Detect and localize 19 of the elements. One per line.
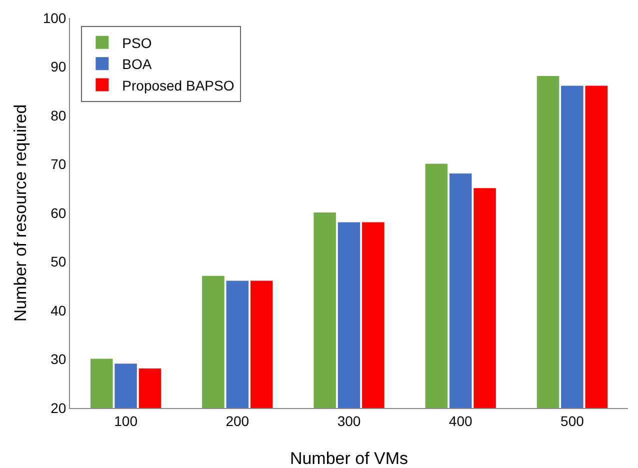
legend-label: Proposed BAPSO (122, 77, 234, 94)
y-tick-label: 50 (50, 254, 66, 270)
y-tick-label: 90 (50, 58, 66, 75)
x-tick-label: 300 (337, 412, 361, 429)
y-tick-label: 100 (42, 10, 66, 26)
y-tick-label: 80 (50, 107, 66, 124)
y-tick-label: 40 (50, 302, 66, 318)
y-axis-title: Number of resource required (11, 104, 30, 322)
y-tick-label: 30 (50, 351, 66, 368)
x-axis-title: Number of VMs (290, 449, 408, 468)
legend-label: PSO (122, 34, 152, 51)
y-tick-label: 60 (50, 204, 66, 221)
x-tick-label: 100 (114, 412, 138, 429)
x-tick-label: 500 (560, 412, 584, 429)
y-tick-label: 20 (50, 400, 66, 416)
legend-label: BOA (122, 56, 152, 72)
x-tick-label: 200 (226, 412, 250, 429)
x-tick-label: 400 (448, 412, 472, 429)
y-tick-label: 70 (50, 156, 66, 172)
